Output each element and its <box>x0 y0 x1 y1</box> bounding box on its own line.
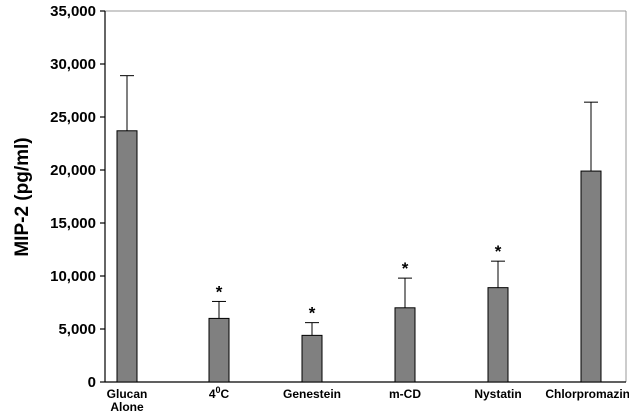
bar <box>394 307 416 383</box>
x-category-label: Genestein <box>283 387 341 401</box>
x-category-label: 40C <box>209 385 230 401</box>
bar <box>208 317 230 383</box>
bar <box>487 287 509 383</box>
x-category-label: Nystatin <box>474 387 521 401</box>
y-tick-label: 5,000 <box>58 321 96 338</box>
y-tick-label: 20,000 <box>50 162 96 179</box>
x-category-label: m-CD <box>389 387 421 401</box>
y-tick-label: 15,000 <box>50 215 96 232</box>
significance-marker: * <box>309 304 316 323</box>
significance-marker: * <box>402 259 409 278</box>
x-category-label: Chlorpromazine <box>545 387 629 401</box>
y-tick-label: 30,000 <box>50 56 96 73</box>
y-tick-label: 0 <box>88 374 96 391</box>
y-axis-title: MIP-2 (pg/ml) <box>12 137 33 256</box>
bar <box>580 170 602 383</box>
significance-marker: * <box>216 282 223 301</box>
y-tick-label: 25,000 <box>50 109 96 126</box>
y-tick-label: 35,000 <box>50 3 96 20</box>
bar <box>116 130 138 383</box>
bar <box>301 334 323 383</box>
significance-marker: * <box>495 242 502 261</box>
y-tick-label: 10,000 <box>50 268 96 285</box>
x-category-label: Glucan Alone <box>107 387 148 414</box>
